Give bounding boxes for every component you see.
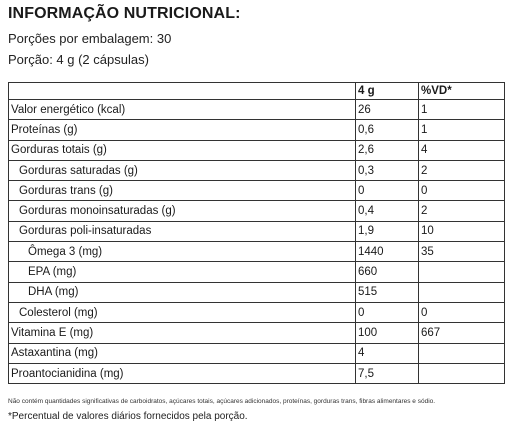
nutrition-table: 4 g %VD* Valor energético (kcal) 26 1 Prote…: [8, 82, 505, 385]
nutrient-amount-cell: 660: [355, 261, 419, 283]
table-row: Gorduras monoinsaturadas (g) 0,4 2: [8, 200, 505, 222]
nutrient-amount-cell: 4: [355, 342, 419, 364]
table-row: Vitamina E (mg) 100 667: [8, 322, 505, 344]
table-row: Proteínas (g) 0,6 1: [8, 119, 505, 141]
nutrient-dv-cell: 10: [418, 220, 505, 243]
table-row: Colesterol (mg) 0 0: [8, 301, 505, 324]
nutrient-dv-cell: [418, 281, 505, 303]
nutrient-label-cell: Gorduras poli-insaturadas: [8, 220, 356, 243]
nutrient-dv-cell: 2: [418, 159, 505, 182]
nutrient-label-cell: Proantocianidina (mg): [8, 362, 356, 385]
table-row: Gorduras saturadas (g) 0,3 2: [8, 159, 505, 182]
table-row: Valor energético (kcal) 26 1: [8, 98, 505, 121]
nutrient-dv-cell: [418, 342, 505, 364]
table-row: Proantocianidina (mg) 7,5: [8, 362, 505, 385]
nutrient-dv-cell: 0: [418, 301, 505, 324]
nutrient-dv-cell: 1: [418, 98, 505, 121]
nutrient-amount-cell: 515: [355, 281, 419, 303]
nutrient-dv-cell: 667: [418, 322, 505, 344]
nutrient-label-cell: DHA (mg): [8, 281, 356, 303]
nutrient-label-cell: Gorduras totais (g): [8, 139, 356, 161]
nutrient-label-cell: Vitamina E (mg): [8, 322, 356, 344]
nutrient-amount-cell: 0,3: [355, 159, 419, 182]
table-row: Gorduras poli-insaturadas 1,9 10: [8, 220, 505, 243]
table-row: Ômega 3 (mg) 1440 35: [8, 241, 505, 263]
nutrition-table-body: Valor energético (kcal) 26 1 Proteínas (g) 0…: [8, 98, 505, 385]
table-header-row: 4 g %VD*: [8, 82, 505, 100]
footnote-not-significant: Não contém quantidades significativas de…: [8, 398, 436, 405]
nutrient-amount-cell: 1440: [355, 241, 419, 263]
nutrient-amount-cell: 7,5: [355, 362, 419, 385]
table-row: DHA (mg) 515: [8, 281, 505, 303]
nutrient-amount-cell: 1,9: [355, 220, 419, 243]
table-row: Gorduras totais (g) 2,6 4: [8, 139, 505, 161]
nutrient-amount-cell: 0: [355, 180, 419, 202]
nutrient-dv-cell: [418, 261, 505, 283]
nutrient-dv-cell: 2: [418, 200, 505, 222]
footnote-daily-value: *Percentual de valores diários fornecido…: [8, 411, 248, 422]
nutrient-dv-cell: 1: [418, 119, 505, 141]
header-label-cell: [8, 82, 356, 100]
nutrient-amount-cell: 0: [355, 301, 419, 324]
nutrient-dv-cell: [418, 362, 505, 385]
nutrient-dv-cell: 4: [418, 139, 505, 161]
serving-size: Porção: 4 g (2 cápsulas): [8, 52, 149, 67]
nutrient-amount-cell: 100: [355, 322, 419, 344]
nutrient-label-cell: Gorduras monoinsaturadas (g): [8, 200, 356, 222]
header-amount-cell: 4 g: [355, 82, 419, 100]
header-dv-cell: %VD*: [418, 82, 505, 100]
nutrient-label-cell: Valor energético (kcal): [8, 98, 356, 121]
nutrient-amount-cell: 0,6: [355, 119, 419, 141]
nutrient-label-cell: Gorduras trans (g): [8, 180, 356, 202]
table-row: EPA (mg) 660: [8, 261, 505, 283]
nutrient-label-cell: EPA (mg): [8, 261, 356, 283]
nutrient-dv-cell: 35: [418, 241, 505, 263]
table-row: Gorduras trans (g) 0 0: [8, 180, 505, 202]
nutrient-label-cell: Ômega 3 (mg): [8, 241, 356, 263]
nutrient-amount-cell: 0,4: [355, 200, 419, 222]
nutrient-amount-cell: 2,6: [355, 139, 419, 161]
nutrient-label-cell: Astaxantina (mg): [8, 342, 356, 364]
nutrient-label-cell: Proteínas (g): [8, 119, 356, 141]
nutrient-dv-cell: 0: [418, 180, 505, 202]
nutrient-label-cell: Gorduras saturadas (g): [8, 159, 356, 182]
table-row: Astaxantina (mg) 4: [8, 342, 505, 364]
servings-per-package: Porções por embalagem: 30: [8, 31, 172, 46]
nutrient-amount-cell: 26: [355, 98, 419, 121]
nutrition-title: INFORMAÇÃO NUTRICIONAL:: [8, 5, 241, 22]
nutrient-label-cell: Colesterol (mg): [8, 301, 356, 324]
